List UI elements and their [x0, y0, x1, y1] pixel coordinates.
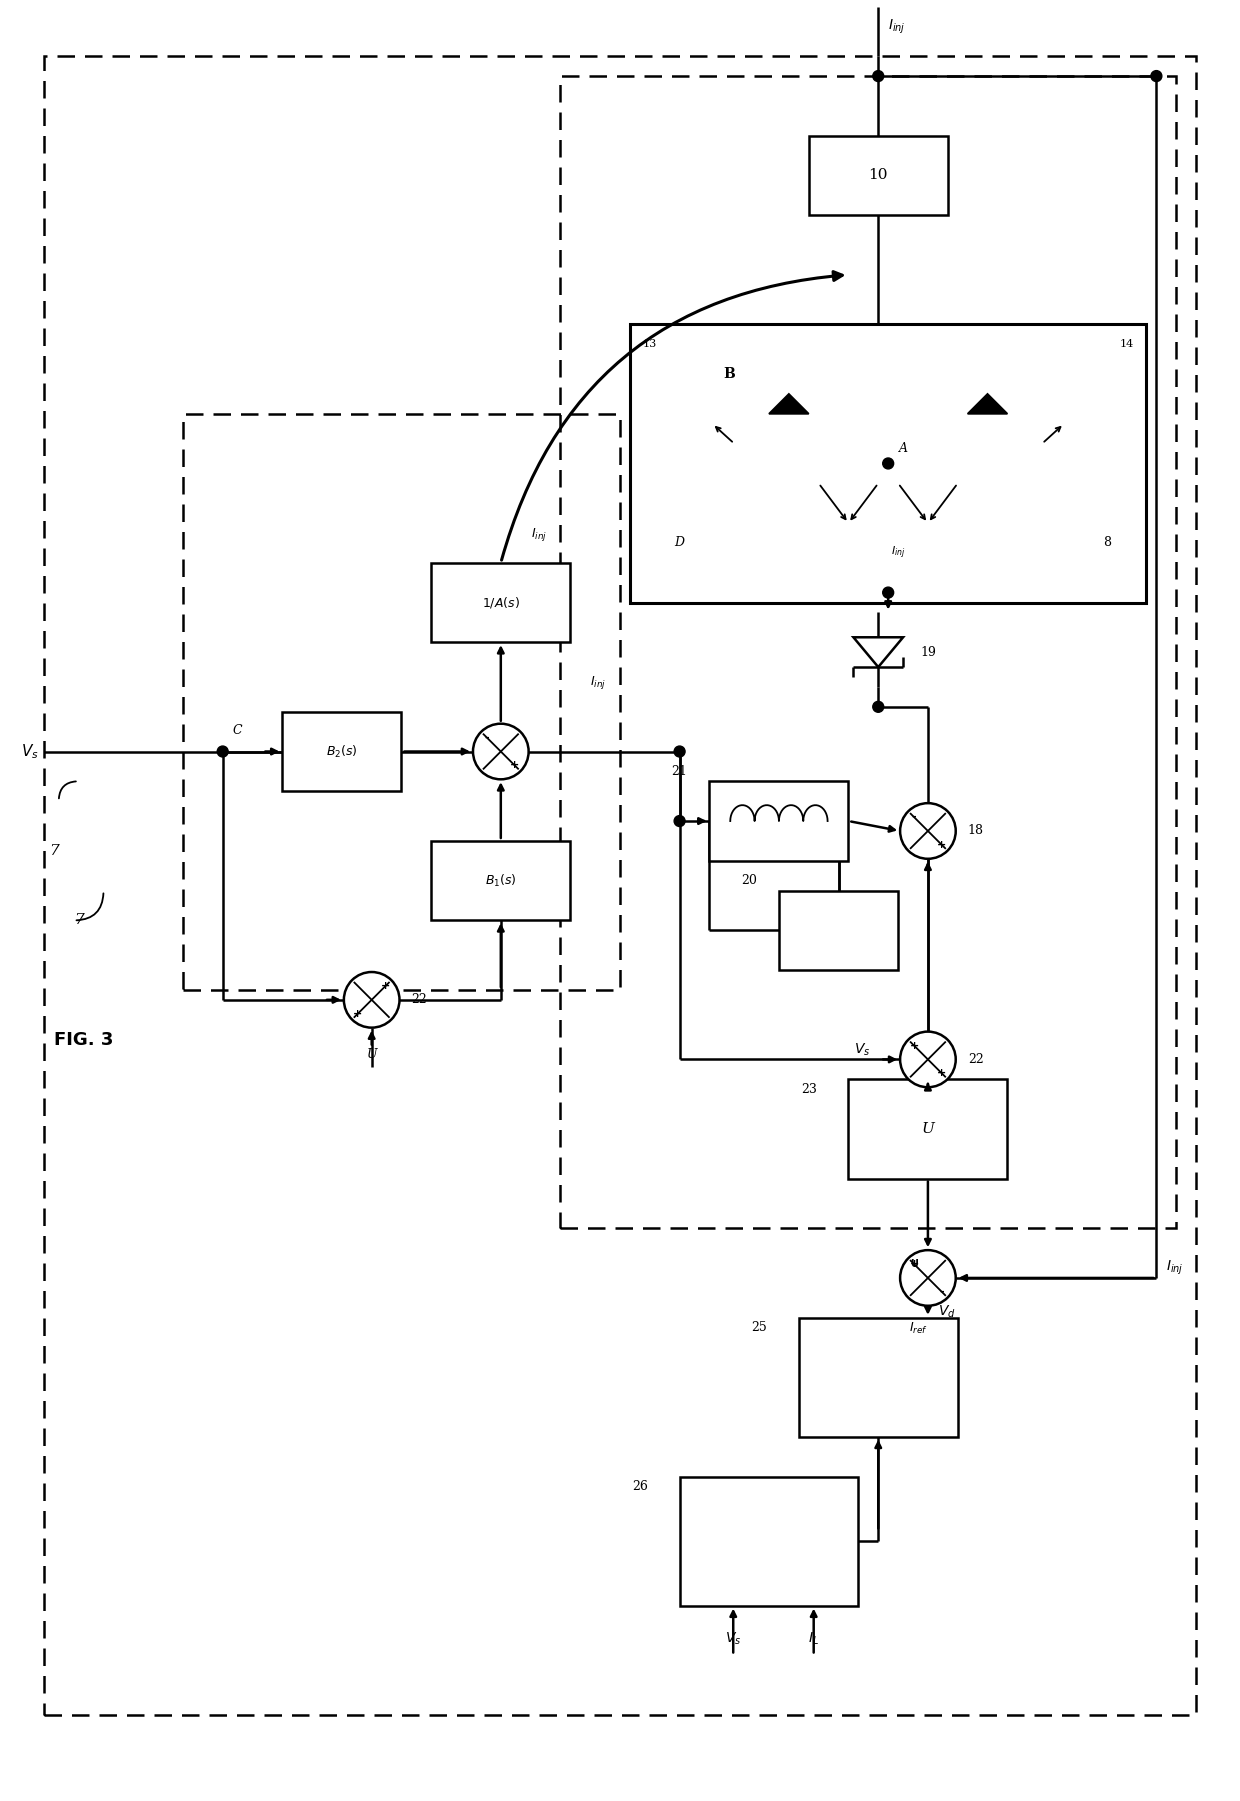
Text: +: +: [909, 1259, 919, 1270]
Text: $I_{inj}$: $I_{inj}$: [531, 526, 547, 542]
FancyArrowPatch shape: [501, 272, 842, 560]
Text: $I_L$: $I_L$: [808, 1630, 820, 1646]
Circle shape: [900, 803, 956, 859]
Polygon shape: [769, 394, 808, 414]
Text: $V_s$: $V_s$: [21, 742, 38, 760]
Circle shape: [343, 973, 399, 1028]
Text: $1/A(s)$: $1/A(s)$: [482, 594, 520, 611]
Text: C: C: [233, 724, 242, 737]
Text: $V_d$: $V_d$: [937, 1304, 956, 1320]
Text: $I_{inj}$: $I_{inj}$: [890, 544, 905, 562]
Bar: [432, 562, 570, 643]
Bar: [848, 1079, 1007, 1178]
Text: $I_{inj}$: $I_{inj}$: [590, 674, 606, 692]
Bar: [779, 890, 898, 971]
Text: 13: 13: [642, 339, 657, 349]
Circle shape: [883, 457, 894, 468]
Text: -: -: [911, 812, 916, 821]
Text: 8: 8: [1102, 537, 1111, 549]
Text: 23: 23: [801, 1082, 817, 1095]
Bar: [680, 1477, 858, 1606]
Text: D: D: [675, 537, 684, 549]
Circle shape: [900, 1250, 956, 1306]
Text: $I_{inj}$: $I_{inj}$: [888, 18, 906, 36]
Text: 19: 19: [920, 647, 936, 659]
Bar: [432, 841, 570, 920]
Text: $V_s$: $V_s$: [854, 1041, 870, 1057]
Text: 22: 22: [412, 994, 428, 1007]
Text: $I_{ref}$: $I_{ref}$: [909, 1320, 928, 1336]
Text: +: +: [909, 1041, 919, 1050]
Text: 22: 22: [967, 1054, 983, 1066]
Text: 7: 7: [73, 913, 83, 928]
Circle shape: [217, 746, 228, 756]
Circle shape: [675, 816, 684, 827]
Text: +: +: [937, 1068, 946, 1079]
Bar: [808, 135, 947, 214]
Circle shape: [900, 1032, 956, 1088]
Text: $I_{inj}$: $I_{inj}$: [1167, 1259, 1184, 1277]
Text: 18: 18: [967, 825, 983, 837]
Circle shape: [1151, 70, 1162, 81]
Text: +: +: [381, 982, 391, 991]
Text: 21: 21: [672, 765, 687, 778]
Text: 20: 20: [742, 873, 758, 888]
Text: $B_2(s)$: $B_2(s)$: [326, 744, 357, 760]
Text: U: U: [921, 1122, 935, 1136]
Circle shape: [873, 70, 884, 81]
Bar: [560, 76, 1177, 1228]
Text: 26: 26: [632, 1480, 647, 1493]
Text: A: A: [899, 441, 908, 456]
Text: -: -: [940, 1288, 944, 1297]
Bar: [630, 324, 1147, 603]
Text: U: U: [910, 1259, 918, 1270]
Circle shape: [472, 724, 528, 780]
Text: $B_1(s)$: $B_1(s)$: [485, 872, 517, 888]
Circle shape: [883, 587, 894, 598]
Circle shape: [873, 701, 884, 711]
Circle shape: [675, 746, 684, 756]
Text: 14: 14: [1120, 339, 1133, 349]
Text: FIG. 3: FIG. 3: [53, 1030, 113, 1048]
Text: +: +: [353, 1009, 362, 1019]
Text: B: B: [723, 367, 735, 382]
Text: 7: 7: [48, 845, 58, 857]
Text: +: +: [510, 760, 520, 771]
Bar: [184, 414, 620, 991]
Text: -: -: [485, 733, 490, 742]
Text: U: U: [367, 1048, 377, 1061]
Text: 25: 25: [751, 1322, 766, 1335]
Text: +: +: [937, 839, 946, 850]
Bar: [283, 711, 402, 791]
Text: 10: 10: [868, 169, 888, 182]
Bar: [709, 782, 848, 861]
Text: $V_s$: $V_s$: [725, 1630, 742, 1646]
Bar: [799, 1318, 957, 1437]
Polygon shape: [967, 394, 1007, 414]
